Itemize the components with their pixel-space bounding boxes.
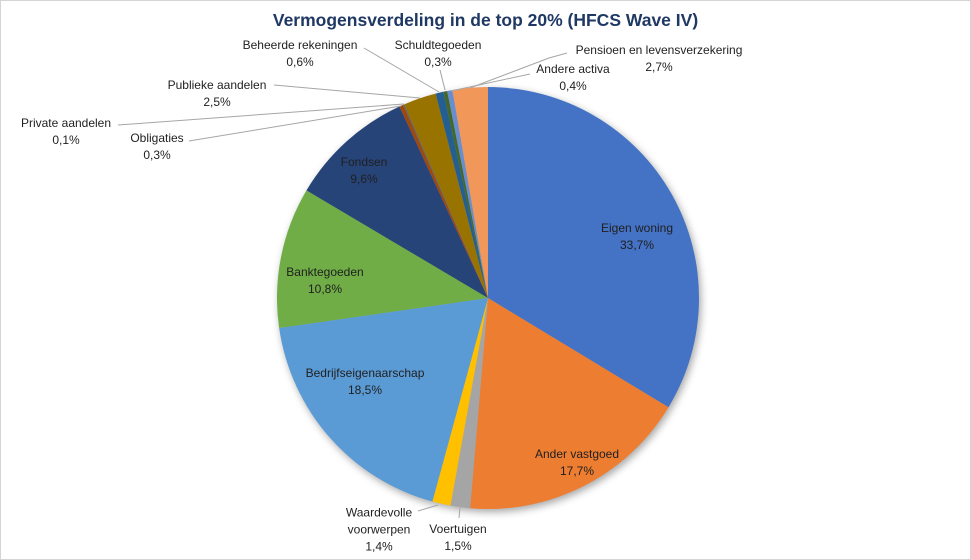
data-label-line: 2,7% (645, 60, 673, 74)
data-label-line: 18,5% (347, 383, 383, 397)
leader-line-voertuigen (458, 507, 461, 519)
data-label-andere-activa: Andere activa 0,4% (536, 61, 609, 95)
data-label-line: Voertuigen (429, 522, 487, 536)
data-label-line: Schuldtegoeden (394, 38, 482, 52)
data-label-beheerde-rekeningen: Beheerde rekeningen 0,6% (243, 37, 358, 71)
data-label-line: 0,6% (286, 55, 314, 69)
pie-slices (277, 87, 699, 509)
leader-line-schuldtegoeden (439, 69, 446, 91)
pie-slice-waardevolle-voorwerpen (432, 298, 488, 506)
leader-line-beheerde-rekeningen (363, 47, 440, 93)
data-label-schuldtegoeden: Schuldtegoeden 0,3% (395, 37, 482, 71)
data-label-line: Ander vastgoed (534, 447, 620, 461)
leader-line-publieke-aandelen (273, 84, 421, 99)
leader-lines (117, 47, 568, 519)
data-label-pensioen-en-levensverzekering: Pensioen en levensverzekering 2,7% (576, 42, 743, 76)
data-label-line: Obligaties (130, 131, 184, 145)
data-label-eigen-woning: Eigen woning 33,7% (601, 220, 673, 254)
data-label-line: Beheerde rekeningen (242, 38, 358, 52)
data-label-line: 10,8% (307, 282, 343, 296)
data-label-line: voorwerpen (347, 522, 411, 537)
pie-slice-fondsen (306, 106, 488, 298)
leader-line-waardevolle-voorwerpen (417, 504, 439, 512)
pie-slice-eigen-woning (488, 87, 699, 408)
data-label-private-aandelen: Private aandelen 0,1% (21, 115, 111, 149)
data-label-line: 17,7% (559, 464, 595, 478)
data-label-bedrijfseigenaarschap: Bedrijfseigenaarschap 18,5% (306, 365, 425, 399)
leader-line-andere-activa (450, 73, 531, 92)
data-label-line: 1,5% (444, 539, 472, 553)
data-label-line: Bedrijfseigenaarschap (305, 366, 425, 380)
data-label-line: 0,1% (52, 133, 80, 147)
data-label-line: Andere activa (536, 62, 610, 76)
data-label-line: Private aandelen (20, 116, 112, 130)
pie-slice-pensioen-en-levensverzekering (452, 87, 488, 298)
data-label-line: Eigen woning (600, 221, 674, 235)
pie-slice-obligaties (399, 104, 488, 298)
pie-slice-private-aandelen (403, 104, 488, 298)
leader-line-obligaties (188, 105, 402, 142)
leader-line-pensioen-en-levensverzekering (469, 52, 568, 89)
data-label-line: 9,6% (350, 172, 378, 186)
pie-slice-schuldtegoeden (443, 90, 488, 298)
pie-slice-voertuigen (450, 298, 488, 509)
pie-slice-ander-vastgoed (470, 298, 669, 509)
data-label-line: Waardevolle (345, 505, 413, 520)
data-label-line: 0,3% (143, 148, 171, 162)
leader-line-private-aandelen (117, 103, 405, 126)
data-label-line: Fondsen (340, 155, 388, 169)
pie-slice-publieke-aandelen (404, 93, 488, 299)
data-label-line: 2,5% (203, 95, 231, 109)
data-label-banktegoeden: Banktegoeden 10,8% (286, 264, 363, 298)
data-label-line: 1,4% (365, 539, 393, 554)
data-label-publieke-aandelen: Publieke aandelen 2,5% (168, 77, 267, 111)
data-label-line: 0,4% (559, 79, 587, 93)
data-label-line: Banktegoeden (286, 265, 364, 279)
pie-slice-bedrijfseigenaarschap (279, 298, 488, 502)
data-label-waardevolle-voorwerpen: Waardevolle voorwerpen 1,4% (346, 505, 412, 556)
data-label-obligaties: Obligaties 0,3% (130, 130, 183, 164)
pie-slice-beheerde-rekeningen (435, 91, 488, 298)
chart-title: Vermogensverdeling in de top 20% (HFCS W… (272, 10, 699, 30)
pie-slice-andere-activa (447, 90, 488, 299)
data-label-line: 33,7% (619, 238, 655, 252)
data-label-line: Pensioen en levensverzekering (575, 43, 743, 57)
data-label-voertuigen: Voertuigen 1,5% (429, 521, 486, 555)
data-label-fondsen: Fondsen 9,6% (341, 154, 388, 188)
pie-slice-banktegoeden (277, 190, 488, 329)
data-label-line: Publieke aandelen (167, 78, 267, 92)
data-label-line: 0,3% (424, 55, 452, 69)
data-label-ander-vastgoed: Ander vastgoed 17,7% (535, 446, 619, 480)
